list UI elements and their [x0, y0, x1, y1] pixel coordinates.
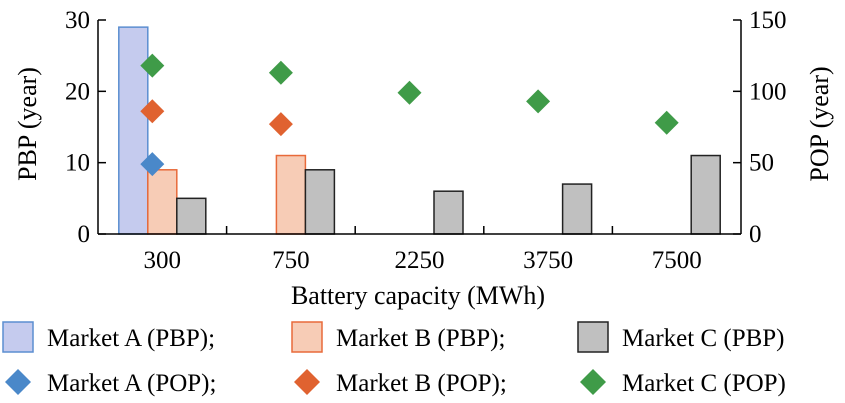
legend-marker — [580, 369, 606, 395]
legend-swatch — [2, 321, 34, 353]
x-tick-label: 7500 — [652, 247, 702, 274]
bar — [275, 154, 307, 235]
x-tick-label: 2250 — [395, 247, 445, 274]
bar — [690, 154, 721, 235]
legend-label: Market C (PBP) — [622, 325, 785, 352]
bar — [176, 197, 207, 235]
data-point-marker — [140, 53, 165, 78]
data-point-marker — [654, 110, 679, 135]
legend-swatch — [577, 321, 609, 353]
data-point-marker — [268, 112, 293, 137]
data-point-marker — [526, 89, 551, 114]
y-right-tick-label: 0 — [749, 221, 762, 248]
bar — [147, 169, 178, 235]
data-point-marker — [268, 60, 293, 85]
y-axis-right-title: POP (year) — [805, 66, 834, 181]
legend-marker — [294, 369, 320, 395]
bar — [118, 26, 149, 235]
legend-label: Market B (POP); — [336, 370, 507, 397]
legend-swatch — [291, 321, 323, 353]
legend: Market A (PBP); Market B (PBP); Market C (… — [2, 321, 786, 397]
y-right-tick-label: 150 — [749, 7, 787, 34]
data-point-marker — [140, 152, 165, 177]
bar — [304, 169, 336, 235]
legend-label: Market C (POP) — [622, 370, 786, 397]
y-left-tick-label: 10 — [65, 150, 90, 177]
bar — [561, 183, 593, 235]
markers — [140, 53, 679, 177]
x-tick-label: 3750 — [523, 247, 573, 274]
bar — [433, 190, 464, 235]
y-left-tick-label: 0 — [78, 221, 91, 248]
bars — [118, 26, 721, 235]
y-axis-left-title: PBP (year) — [13, 67, 42, 181]
legend-marker — [5, 369, 31, 395]
legend-label: Market A (POP); — [47, 370, 216, 397]
y-right-tick-label: 100 — [749, 78, 787, 105]
x-tick-label: 750 — [272, 247, 310, 274]
y-right-tick-label: 50 — [749, 150, 774, 177]
legend-label: Market A (PBP); — [47, 325, 215, 352]
data-point-marker — [140, 99, 165, 124]
y-left-tick-label: 30 — [65, 7, 90, 34]
x-tick-label: 300 — [144, 247, 182, 274]
data-point-marker — [397, 80, 422, 105]
legend-label: Market B (PBP); — [336, 325, 505, 352]
x-axis-title: Battery capacity (MWh) — [291, 281, 545, 310]
y-left-tick-label: 20 — [65, 78, 90, 105]
